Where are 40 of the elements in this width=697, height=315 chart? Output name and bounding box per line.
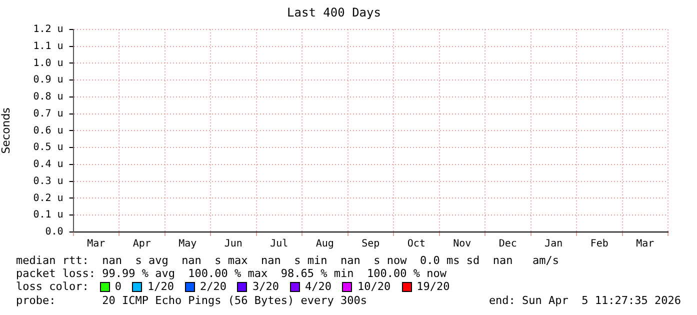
legend-label: 2/20 xyxy=(200,280,226,293)
legend-label: 1/20 xyxy=(147,280,174,293)
x-tick-label: Sep xyxy=(362,238,380,250)
x-tick-label: Oct xyxy=(407,238,426,250)
y-tick-label: 0.8 u xyxy=(33,92,64,103)
x-tick-label: Jun xyxy=(224,238,242,250)
text: packet loss: 99.99 % avg 100.00 % max 98.65 % min 100.00 % now xyxy=(16,267,446,280)
x-tick-label: Mar xyxy=(87,238,106,250)
x-tick-label: Jul xyxy=(270,238,288,250)
y-tick-label: 0.0 xyxy=(45,226,64,238)
y-tick-label: 0.7 u xyxy=(33,108,64,120)
legend-label: 4/20 xyxy=(304,280,332,293)
x-tick-label: Aug xyxy=(316,238,334,250)
y-axis-title: Seconds xyxy=(0,107,12,154)
y-tick-label: 0.2 u xyxy=(33,192,64,204)
y-tick-label: 0.3 u xyxy=(33,176,64,187)
x-tick-label: Jan xyxy=(544,238,563,250)
y-tick-label: 0.1 u xyxy=(33,210,64,221)
y-tick-label: 0.9 u xyxy=(33,74,64,86)
legend-label: 3/20 xyxy=(252,280,279,293)
text: probe: 20 ICMP Echo Pings (56 Bytes) every 300s xyxy=(16,294,367,307)
legend-label: 0 xyxy=(114,280,122,293)
y-tick-label: 0.4 u xyxy=(33,159,64,170)
x-tick-label: Mar xyxy=(636,238,654,250)
x-tick-label: Dec xyxy=(498,238,517,250)
legend-label: 19/20 xyxy=(416,280,450,293)
x-tick-label: May xyxy=(178,238,197,250)
legend-label: 10/20 xyxy=(357,280,391,293)
legend-title: loss color: xyxy=(16,280,89,293)
x-tick-label: Nov xyxy=(453,238,472,250)
text: end: Sun Apr 5 11:27:35 2026 xyxy=(488,294,681,307)
y-tick-label: 1.0 u xyxy=(33,58,64,69)
x-tick-label: Apr xyxy=(132,238,151,250)
x-tick-label: Feb xyxy=(590,238,608,250)
chart-title: Last 400 Days xyxy=(287,5,381,20)
y-tick-label: 0.6 u xyxy=(33,125,64,136)
y-tick-label: 0.5 u xyxy=(33,142,64,154)
text: median rtt: nan s avg nan s max nan s min nan s now 0.0 ms sd nan am/s xyxy=(16,254,560,267)
y-tick-label: 1.1 u xyxy=(33,40,64,52)
y-tick-label: 1.2 u xyxy=(33,24,64,35)
